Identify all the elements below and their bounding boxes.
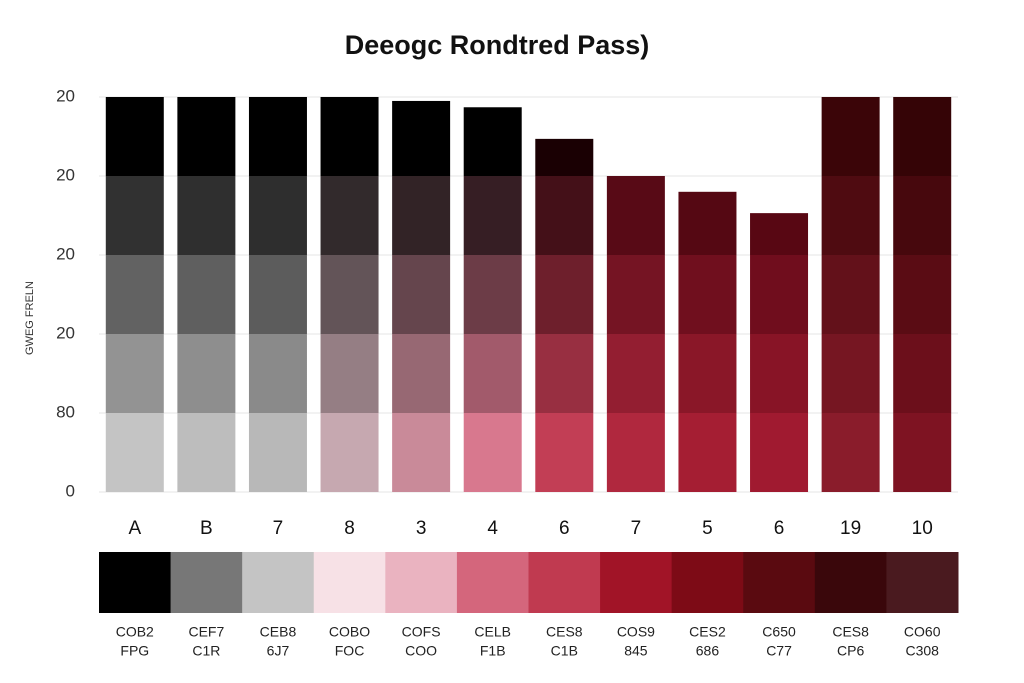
color-swatch [170,552,243,613]
color-swatch [814,552,887,613]
swatch-label: CEF7 [188,624,224,640]
swatch-label: COBO [329,624,370,640]
bar [893,97,952,492]
bar [606,176,665,492]
swatch-label: COO [405,643,437,659]
color-swatch [886,552,959,613]
x-tick-label: 8 [344,518,355,539]
x-tick-label: 19 [840,518,861,539]
bar [320,97,379,492]
swatch-label: C308 [905,643,939,659]
x-tick-label: 7 [631,518,642,539]
swatch-label: 845 [624,643,648,659]
x-tick-label: 10 [912,518,933,539]
bar [105,97,164,492]
swatch-label: CO60 [904,624,941,640]
swatch-label: F1B [480,643,506,659]
color-swatch [242,552,315,613]
swatch-label: FOC [335,643,365,659]
color-swatch [385,552,458,613]
swatch-label: C1B [551,643,578,659]
swatch-label: CEB8 [260,624,297,640]
bar [248,97,307,492]
y-tick-label: 80 [56,402,75,421]
color-swatch [743,552,816,613]
swatch-label: COB2 [116,624,154,640]
y-tick-label: 20 [56,244,75,263]
swatch-label: 6J7 [267,643,290,659]
x-tick-label: 3 [416,518,427,539]
y-tick-label: 20 [56,86,75,105]
y-tick-label: 20 [56,165,75,184]
x-tick-label: 4 [487,518,498,539]
y-tick-label: 0 [66,481,75,500]
color-swatch [313,552,386,613]
color-swatch [528,552,601,613]
bar [750,213,809,492]
x-tick-label: 7 [273,518,284,539]
swatch-label: CES8 [546,624,583,640]
y-axis-title: GWEG FRELN [24,281,36,355]
x-tick-label: 6 [774,518,785,539]
swatch-label: CP6 [837,643,864,659]
bar [463,107,522,493]
bar [535,138,594,492]
swatch-label: C77 [766,643,792,659]
x-tick-label: A [128,518,141,539]
y-tick-label: 20 [56,323,75,342]
swatch-label: C650 [762,624,796,640]
chart-title: Deeogc Rondtred Pass) [345,30,650,60]
bar [821,97,880,492]
color-swatch [600,552,673,613]
bar [177,97,236,492]
swatch-label: CES8 [832,624,869,640]
swatch-label: COFS [402,624,441,640]
bar [392,100,451,492]
swatch-label: CELB [474,624,511,640]
swatch-label: FPG [120,643,149,659]
x-tick-label: B [200,518,213,539]
x-tick-label: 6 [559,518,570,539]
swatch-label: C1R [192,643,220,659]
swatch-label: 686 [696,643,720,659]
x-tick-label: 5 [702,518,713,539]
bar [678,191,737,493]
color-swatch [99,552,172,613]
color-swatch [671,552,744,613]
color-swatch [456,552,529,613]
swatch-label: CES2 [689,624,726,640]
swatch-label: COS9 [617,624,655,640]
